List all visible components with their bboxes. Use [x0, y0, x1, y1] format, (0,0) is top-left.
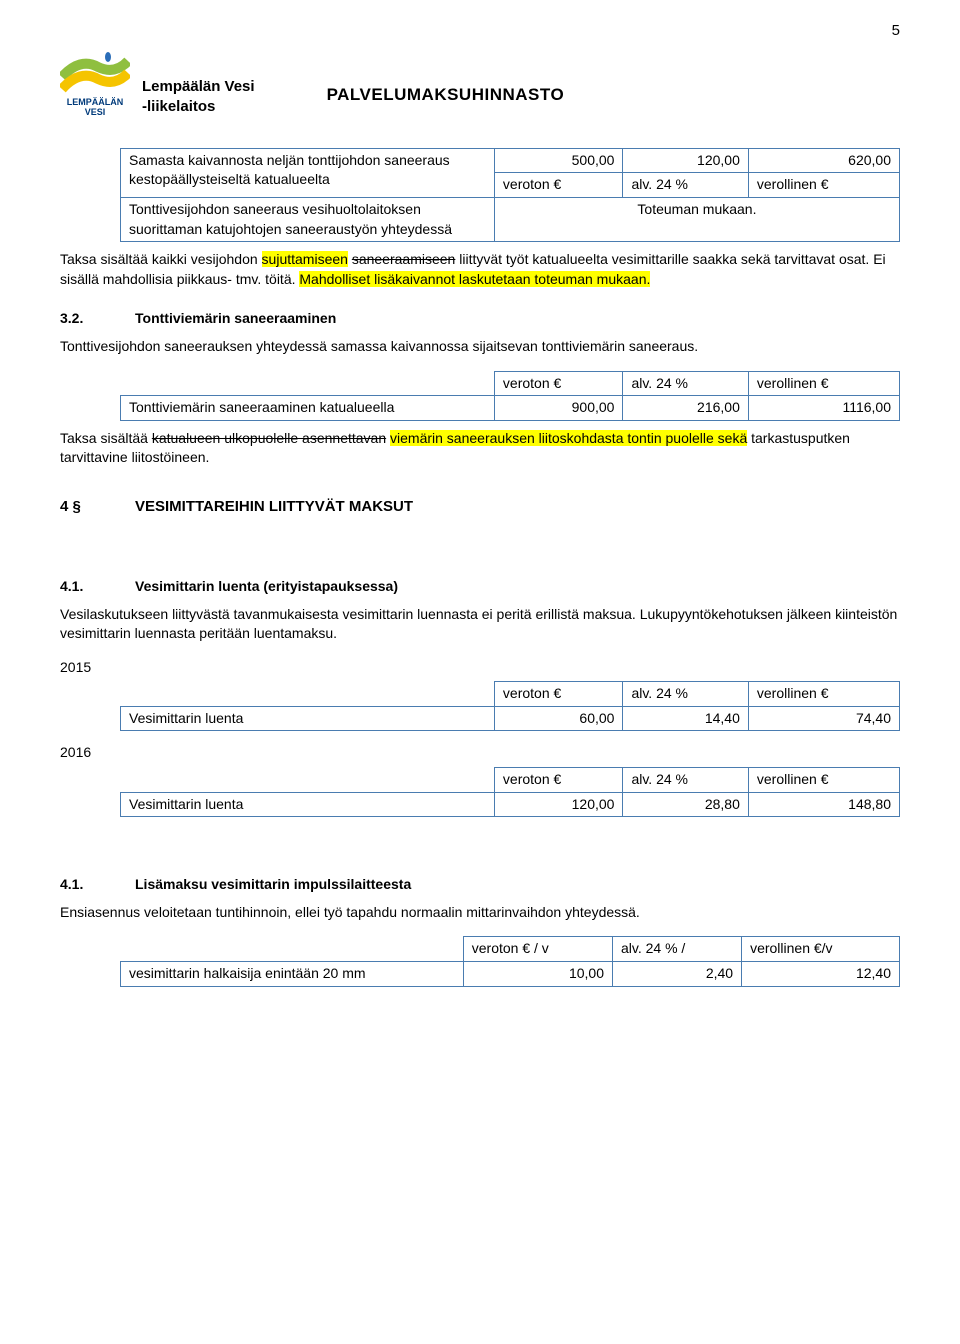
highlight-text: sujuttamiseen	[262, 251, 348, 267]
table-row: Tonttivesijohdon saneeraus vesihuoltolai…	[121, 197, 900, 241]
paragraph-4-1: Vesilaskutukseen liittyvästä tavanmukais…	[60, 605, 900, 644]
table-row: veroton € alv. 24 % verollinen €	[121, 682, 900, 707]
logo-icon	[60, 47, 130, 102]
text: Taksa sisältää kaikki vesijohdon	[60, 251, 262, 267]
paragraph-4-1b: Ensiasennus veloitetaan tuntihinnoin, el…	[60, 903, 900, 923]
table-row: veroton € alv. 24 % verollinen €	[121, 768, 900, 793]
cell-desc: Vesimittarin luenta	[121, 706, 495, 731]
strikethrough-text: katualueen ulkopuolelle asennettavan	[152, 430, 386, 446]
highlight-text: Mahdolliset lisäkaivannot laskutetaan to…	[299, 271, 650, 287]
cell-value: 500,00	[494, 148, 623, 173]
section-number: 4.1.	[60, 875, 115, 895]
section-title: Lisämaksu vesimittarin impulssilaitteest…	[135, 875, 411, 895]
table-saneeraus: Samasta kaivannosta neljän tonttijohdon …	[120, 148, 900, 242]
cell-value: Toteuman mukaan.	[494, 197, 899, 241]
cell-value: 28,80	[623, 792, 748, 817]
cell-header: veroton € / v	[463, 937, 612, 962]
table-luenta-2016: veroton € alv. 24 % verollinen € Vesimit…	[120, 767, 900, 817]
section-4: 4 § VESIMITTAREIHIN LIITTYVÄT MAKSUT	[60, 496, 900, 517]
cell-value: 1116,00	[748, 396, 899, 421]
highlight-text: viemärin saneerauksen liitoskohdasta ton…	[390, 430, 747, 446]
section-4-1: 4.1. Vesimittarin luenta (erityistapauks…	[60, 577, 900, 597]
cell-desc: Tonttiviemärin saneeraaminen katualueell…	[121, 396, 495, 421]
cell-value: 2,40	[613, 962, 742, 987]
section-4-1b: 4.1. Lisämaksu vesimittarin impulssilait…	[60, 875, 900, 895]
table-row: Tonttiviemärin saneeraaminen katualueell…	[121, 396, 900, 421]
cell-header: veroton €	[494, 173, 623, 198]
table-row: Samasta kaivannosta neljän tonttijohdon …	[121, 148, 900, 173]
company-name: Lempäälän Vesi -liikelaitos	[142, 77, 255, 116]
cell-desc: Tonttivesijohdon saneeraus vesihuoltolai…	[121, 197, 495, 241]
cell-header: alv. 24 % /	[613, 937, 742, 962]
cell-header: veroton €	[494, 768, 623, 793]
cell-header: verollinen €	[748, 768, 899, 793]
cell-header: veroton €	[494, 371, 623, 396]
table-row: Vesimittarin luenta 60,00 14,40 74,40	[121, 706, 900, 731]
table-row: Vesimittarin luenta 120,00 28,80 148,80	[121, 792, 900, 817]
cell-header: verollinen €	[748, 371, 899, 396]
table-row: veroton € alv. 24 % verollinen €	[121, 371, 900, 396]
cell-desc: Vesimittarin luenta	[121, 792, 495, 817]
section-number: 4 §	[60, 496, 115, 517]
section-title: Vesimittarin luenta (erityistapauksessa)	[135, 577, 398, 597]
cell-header: alv. 24 %	[623, 371, 748, 396]
text: Taksa sisältää	[60, 430, 152, 446]
cell-desc: Samasta kaivannosta neljän tonttijohdon …	[121, 148, 495, 197]
cell-header: veroton €	[494, 682, 623, 707]
year-2015: 2015	[60, 658, 900, 678]
section-title: Tonttiviemärin saneeraaminen	[135, 309, 336, 329]
paragraph-taksa-2: Taksa sisältää katualueen ulkopuolelle a…	[60, 429, 900, 468]
cell-value: 120,00	[623, 148, 748, 173]
cell-desc: vesimittarin halkaisija enintään 20 mm	[121, 962, 464, 987]
cell-value: 12,40	[742, 962, 900, 987]
logo-block: LEMPÄÄLÄN VESI	[60, 47, 130, 118]
company-line2: -liikelaitos	[142, 98, 215, 115]
paragraph-taksa-1: Taksa sisältää kaikki vesijohdon sujutta…	[60, 250, 900, 289]
table-row: veroton € / v alv. 24 % / verollinen €/v	[121, 937, 900, 962]
cell-header: verollinen €/v	[742, 937, 900, 962]
page-number: 5	[60, 20, 900, 41]
cell-value: 14,40	[623, 706, 748, 731]
section-3-2: 3.2. Tonttiviemärin saneeraaminen	[60, 309, 900, 329]
cell-header: alv. 24 %	[623, 682, 748, 707]
cell-value: 148,80	[748, 792, 899, 817]
cell-header: alv. 24 %	[623, 173, 748, 198]
year-2016: 2016	[60, 743, 900, 763]
cell-value: 216,00	[623, 396, 748, 421]
logo-text-bottom: VESI	[85, 107, 106, 117]
table-luenta-2015: veroton € alv. 24 % verollinen € Vesimit…	[120, 681, 900, 731]
cell-value: 900,00	[494, 396, 623, 421]
section-number: 4.1.	[60, 577, 115, 597]
cell-value: 10,00	[463, 962, 612, 987]
cell-header: alv. 24 %	[623, 768, 748, 793]
cell-value: 120,00	[494, 792, 623, 817]
table-impulssi: veroton € / v alv. 24 % / verollinen €/v…	[120, 936, 900, 986]
cell-header: verollinen €	[748, 173, 899, 198]
cell-header: verollinen €	[748, 682, 899, 707]
paragraph-3-2: Tonttivesijohdon saneerauksen yhteydessä…	[60, 337, 900, 357]
company-line1: Lempäälän Vesi	[142, 78, 255, 95]
document-title: PALVELUMAKSUHINNASTO	[327, 83, 565, 107]
section-number: 3.2.	[60, 309, 115, 329]
section-title: VESIMITTAREIHIN LIITTYVÄT MAKSUT	[135, 496, 413, 517]
table-row: vesimittarin halkaisija enintään 20 mm 1…	[121, 962, 900, 987]
cell-value: 60,00	[494, 706, 623, 731]
cell-value: 620,00	[748, 148, 899, 173]
cell-value: 74,40	[748, 706, 899, 731]
header: LEMPÄÄLÄN VESI Lempäälän Vesi -liikelait…	[60, 47, 900, 118]
strikethrough-text: saneeraamiseen	[352, 251, 456, 267]
table-viemari: veroton € alv. 24 % verollinen € Tonttiv…	[120, 371, 900, 421]
